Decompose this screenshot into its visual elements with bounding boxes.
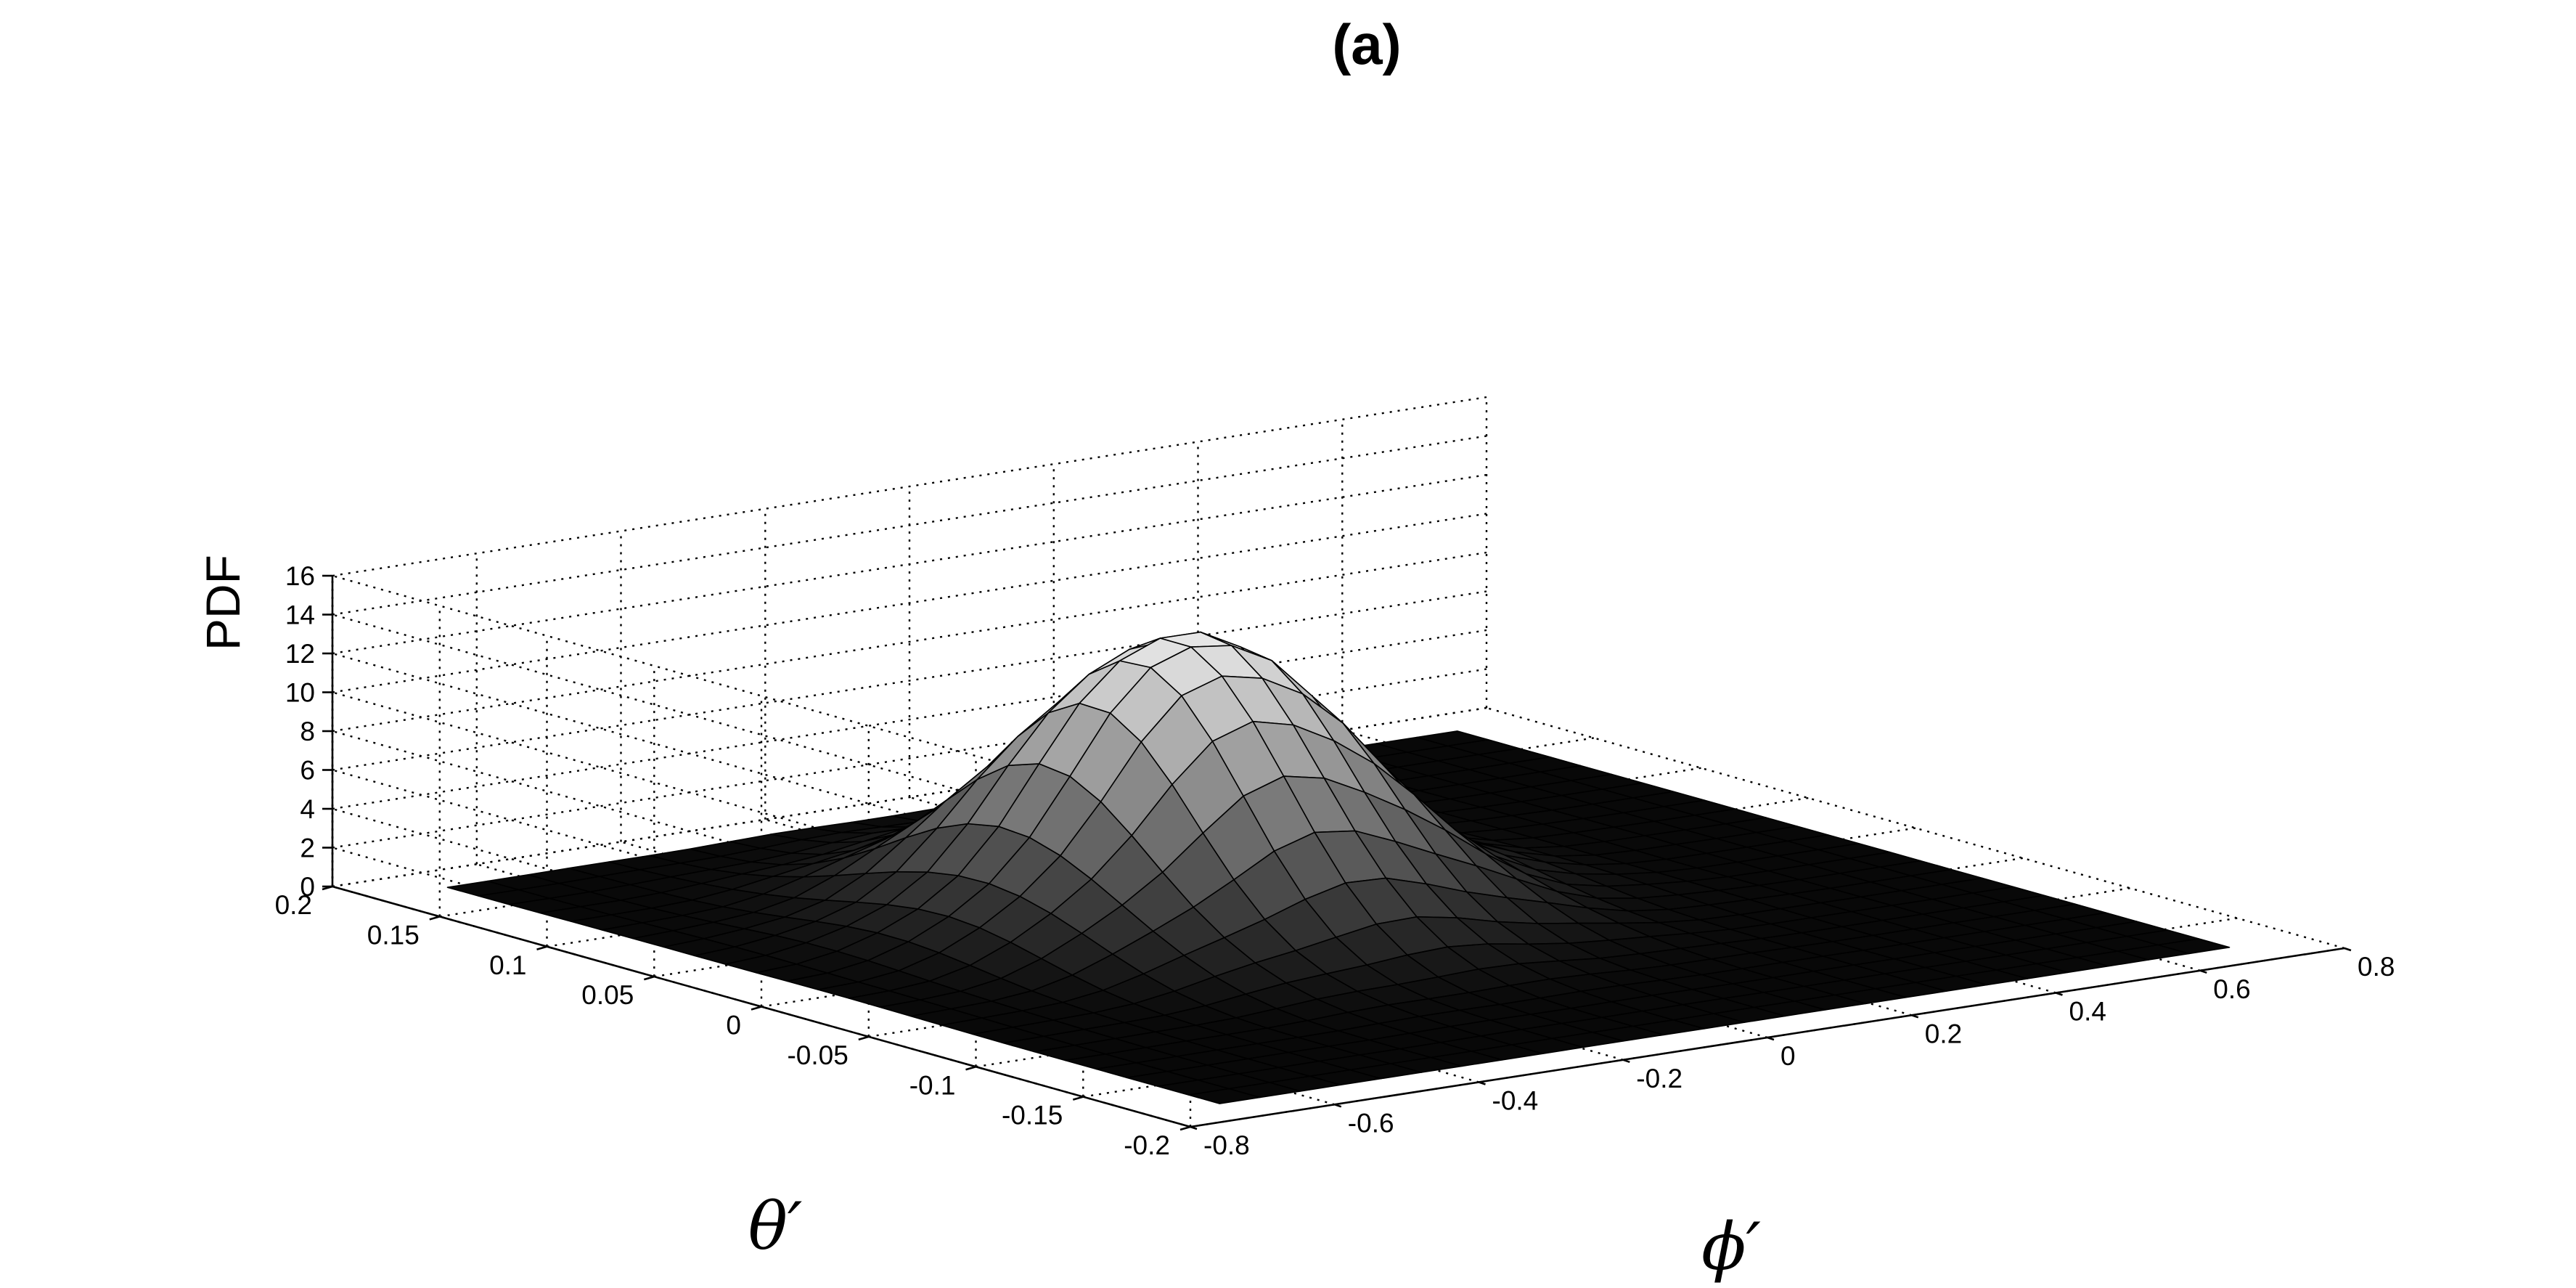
theta-tick-label: 0	[726, 1011, 741, 1040]
side-wall-grid-line	[332, 590, 1487, 771]
theta-tick-label: -0.2	[1124, 1130, 1170, 1160]
axes	[322, 574, 2352, 1131]
z-tick-label: 2	[300, 833, 315, 863]
theta-tick-label: 0.15	[367, 920, 420, 950]
theta-tick-label: 0.05	[581, 980, 634, 1010]
phi-tick-label: -0.8	[1203, 1130, 1250, 1160]
phi-tick-mark	[1334, 1104, 1342, 1108]
theta-tick-label: -0.05	[787, 1040, 848, 1070]
z-tick-label: 0	[300, 872, 315, 902]
phi-tick-label: -0.2	[1636, 1064, 1682, 1093]
phi-tick-label: -0.4	[1492, 1086, 1539, 1116]
theta-tick-mark	[1179, 1125, 1191, 1131]
phi-tick-label: 0	[1780, 1041, 1796, 1071]
side-wall-grid-line	[332, 629, 1487, 810]
z-tick-label: 12	[285, 639, 315, 669]
surface-patch	[2157, 938, 2231, 955]
side-wall-grid-line	[332, 706, 1487, 888]
phi-tick-label: -0.6	[1348, 1108, 1394, 1138]
z-tick-label: 14	[285, 600, 315, 630]
phi-tick-mark	[1622, 1059, 1630, 1064]
theta-tick-label: -0.15	[1002, 1101, 1063, 1130]
side-wall-grid-line	[332, 513, 1487, 693]
surface-mesh	[446, 631, 2231, 1104]
z-tick-label: 8	[300, 717, 315, 746]
phi-tick-mark	[1479, 1081, 1486, 1085]
z-tick-label: 6	[300, 756, 315, 786]
z-tick-label: 10	[285, 678, 315, 708]
phi-tick-mark	[1767, 1036, 1775, 1041]
theta-tick-mark	[965, 1066, 976, 1071]
theta-axis-label: θ′	[748, 1189, 803, 1265]
theta-tick-mark	[536, 945, 547, 951]
z-tick-label: 16	[285, 561, 315, 591]
theta-tick-mark	[429, 916, 441, 921]
theta-tick-mark	[1072, 1096, 1084, 1101]
phi-tick-mark	[2056, 992, 2063, 996]
side-wall-grid-line	[332, 435, 1487, 616]
phi-tick-mark	[1911, 1014, 1919, 1019]
phi-tick-label: 0.6	[2213, 974, 2250, 1004]
theta-tick-label: 0.1	[489, 950, 526, 980]
side-wall-grid-line	[332, 668, 1487, 849]
phi-tick-mark	[2344, 947, 2352, 952]
chart-title: (a)	[1332, 12, 1401, 76]
theta-tick-mark	[751, 1006, 762, 1011]
side-wall-grid-line	[332, 551, 1487, 733]
theta-tick-label: 0.2	[275, 890, 312, 920]
phi-tick-mark	[1190, 1125, 1198, 1130]
phi-tick-mark	[2199, 969, 2207, 974]
phi-tick-label: 0.4	[2069, 997, 2106, 1027]
theta-tick-mark	[858, 1035, 870, 1041]
side-wall-grid-line	[332, 396, 1487, 577]
z-axis-label: PDF	[196, 555, 250, 651]
phi-axis-label: ϕ′	[1701, 1209, 1761, 1285]
theta-tick-mark	[643, 975, 655, 981]
phi-tick-label: 0.2	[1925, 1019, 1962, 1048]
z-tick-label: 4	[300, 794, 315, 824]
theta-tick-label: -0.1	[909, 1070, 956, 1100]
tick-labels: -0.8-0.6-0.4-0.200.20.40.60.8-0.2-0.15-0…	[275, 561, 2395, 1160]
side-wall-grid-line	[332, 473, 1487, 655]
phi-tick-label: 0.8	[2358, 952, 2395, 982]
